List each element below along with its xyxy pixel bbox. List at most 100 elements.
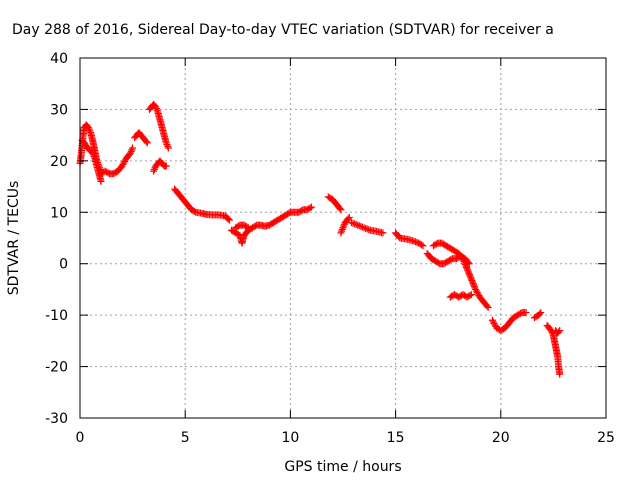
y-tick-label: -10	[45, 308, 68, 324]
data-point	[462, 262, 470, 270]
data-point	[459, 255, 467, 263]
y-tick-label: -20	[45, 360, 68, 376]
data-point	[349, 219, 357, 227]
data-point	[473, 289, 481, 297]
data-point	[471, 284, 479, 292]
data-point	[466, 271, 474, 279]
data-point	[360, 224, 368, 232]
data-point	[463, 263, 471, 271]
data-point	[555, 328, 563, 336]
data-point	[150, 167, 158, 175]
data-point	[556, 370, 564, 378]
data-point	[358, 223, 366, 231]
data-point	[490, 319, 498, 327]
data-point	[470, 282, 478, 290]
data-point	[472, 287, 480, 295]
data-point	[483, 302, 491, 310]
data-point	[89, 149, 97, 157]
data-point	[461, 259, 469, 267]
data-point	[306, 204, 314, 212]
data-point	[164, 144, 172, 152]
data-point	[484, 303, 492, 311]
data-point	[410, 237, 418, 245]
data-point	[470, 281, 478, 289]
x-tick-label: 5	[181, 430, 190, 446]
chart-title: Day 288 of 2016, Sidereal Day-to-day VTE…	[12, 22, 554, 38]
data-point	[351, 220, 359, 228]
data-point	[337, 229, 345, 237]
data-point	[153, 106, 161, 114]
data-point	[419, 242, 427, 250]
x-tick-label: 0	[76, 430, 85, 446]
data-point	[190, 207, 198, 215]
data-point	[164, 142, 172, 150]
y-tick-label: 40	[50, 51, 68, 67]
data-point	[307, 203, 315, 211]
data-point	[472, 285, 480, 293]
data-point	[352, 221, 360, 228]
data-point	[121, 157, 129, 165]
data-point	[344, 215, 352, 223]
data-point	[150, 165, 158, 173]
data-point	[152, 103, 160, 111]
y-tick-label: -30	[45, 411, 68, 427]
data-point	[337, 206, 345, 214]
data-point	[463, 265, 471, 273]
data-point	[162, 162, 170, 170]
data-point	[120, 159, 128, 167]
data-point	[355, 222, 363, 230]
data-point	[418, 241, 426, 249]
data-point	[363, 225, 371, 233]
data-point	[97, 177, 105, 185]
y-tick-label: 0	[59, 257, 68, 273]
data-point	[474, 290, 482, 298]
data-point	[340, 222, 348, 230]
data-point	[466, 272, 474, 280]
data-point	[339, 224, 347, 232]
data-point	[488, 316, 496, 324]
data-point	[536, 310, 544, 318]
data-point	[225, 216, 233, 224]
data-point	[556, 327, 564, 335]
data-point	[126, 149, 134, 157]
x-tick-label: 10	[281, 430, 299, 446]
axis-ticks: 0 5 10 15 20 25 -30 -20 -10 0 10 20 30 40	[45, 51, 615, 446]
data-point	[522, 309, 530, 317]
y-tick-label: 20	[50, 154, 68, 170]
data-point	[338, 225, 346, 233]
y-axis-label: SDTVAR / TECUs	[6, 181, 22, 296]
data-point	[464, 266, 472, 274]
data-point	[489, 318, 497, 326]
x-tick-label: 25	[597, 430, 615, 446]
data-point	[469, 278, 477, 286]
data-point	[86, 127, 94, 135]
data-point	[90, 153, 98, 161]
data-point	[119, 160, 127, 168]
data-point	[408, 237, 416, 245]
data-point	[491, 321, 499, 329]
x-tick-label: 20	[492, 430, 510, 446]
x-axis-label: GPS time / hours	[284, 459, 401, 475]
data-point	[142, 138, 150, 146]
data-point	[84, 123, 92, 131]
data-point	[467, 291, 475, 299]
data-point	[412, 238, 420, 246]
data-point	[461, 260, 469, 268]
data-point	[244, 224, 252, 232]
data-point	[152, 105, 160, 113]
data-point	[469, 280, 477, 288]
data-point	[537, 309, 545, 317]
data-point	[354, 221, 362, 229]
data-point	[467, 275, 475, 283]
data-point	[163, 141, 171, 149]
data-point	[413, 239, 421, 246]
data-point	[365, 226, 373, 234]
data-point	[85, 125, 93, 133]
data-point	[460, 258, 468, 266]
data-point	[467, 274, 475, 282]
data-point	[362, 224, 370, 232]
data-point	[347, 219, 355, 227]
data-point	[128, 146, 136, 154]
data-point	[127, 147, 135, 155]
